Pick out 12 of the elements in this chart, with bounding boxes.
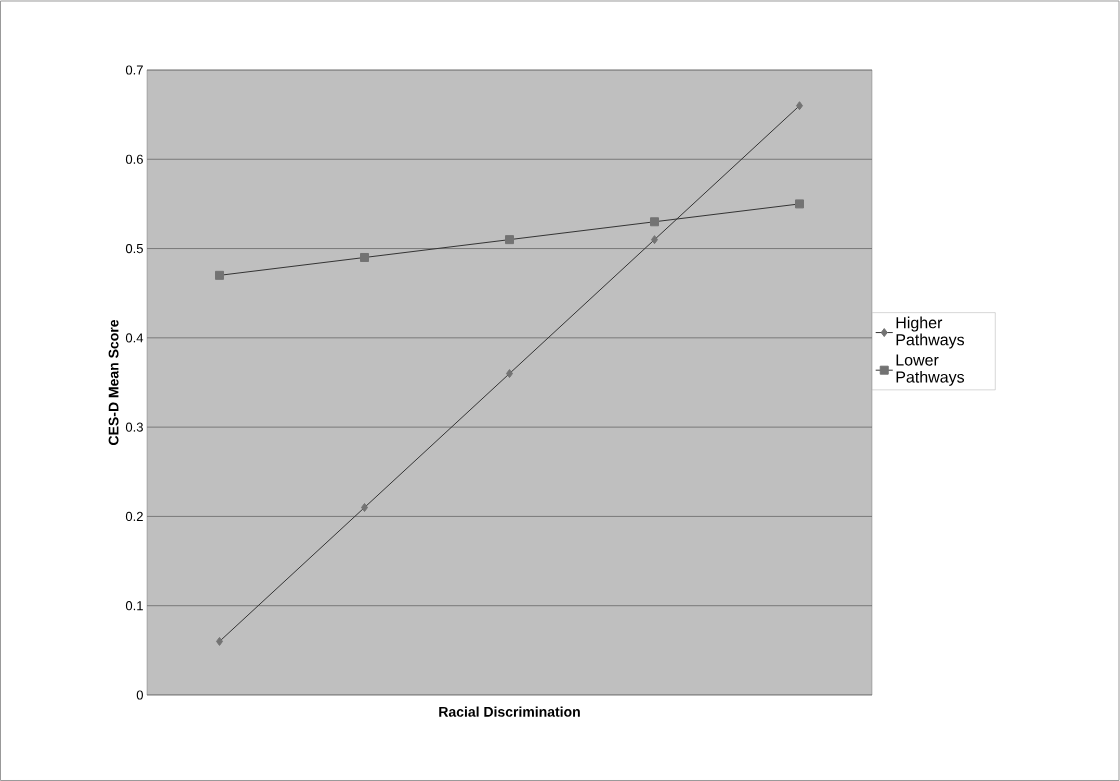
- y-tick-label: 0.3: [125, 422, 143, 432]
- y-tick-label: 0: [136, 690, 143, 700]
- y-tick-label: 0.1: [125, 601, 143, 611]
- y-tick-label: 0.4: [125, 333, 144, 343]
- legend-label: Higher Pathways: [896, 316, 965, 349]
- y-tick-label: 0.7: [125, 65, 143, 75]
- y-axis-title: CES-D Mean Score: [108, 319, 119, 445]
- y-tick-label: 0.2: [125, 511, 143, 522]
- x-axis-title: Racial Discrimination: [439, 706, 580, 717]
- y-tick-label: 0.6: [125, 154, 143, 164]
- legend-label: Lower Pathways: [896, 354, 965, 386]
- y-tick-label: 0.5: [125, 243, 143, 254]
